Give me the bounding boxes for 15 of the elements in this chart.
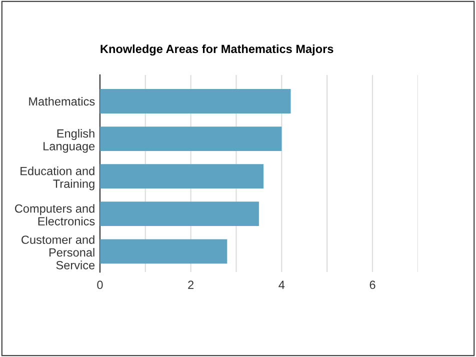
y-tick-label: Education and Training: [20, 166, 94, 190]
x-tick-label: 4: [278, 280, 285, 289]
bar: [100, 126, 282, 151]
bar: [100, 202, 259, 226]
y-tick-label: Mathematics: [29, 96, 95, 106]
chart-title: Knowledge Areas for Mathematics Majors: [100, 44, 334, 56]
bar: [100, 239, 228, 264]
y-tick-label: Customer and Personal Service: [22, 235, 95, 270]
y-tick-label: English Language: [44, 129, 95, 153]
y-tick-label: Computers and Electronics: [14, 204, 95, 226]
bar: [100, 164, 264, 189]
x-tick-label: 2: [188, 280, 194, 289]
bar: [100, 89, 291, 114]
x-tick-label: 6: [370, 280, 376, 290]
x-tick-label: 0: [97, 280, 103, 290]
